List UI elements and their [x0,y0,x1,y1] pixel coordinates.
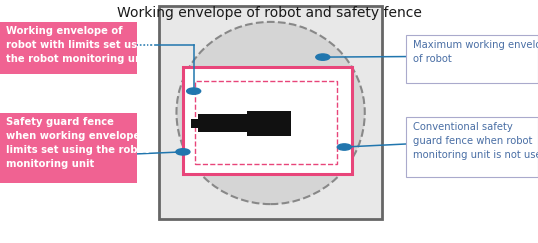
Bar [247,111,291,136]
Bar [0,22,137,74]
Circle shape [176,149,190,155]
Circle shape [187,88,201,94]
Bar [0,113,137,183]
Ellipse shape [176,22,365,204]
Bar [159,6,382,219]
Bar [406,117,538,177]
Bar [195,81,337,164]
Text: Maximum working envelope
of robot: Maximum working envelope of robot [413,40,538,64]
Circle shape [337,144,351,150]
Bar [198,114,249,132]
Text: Conventional safety
guard fence when robot
monitoring unit is not used: Conventional safety guard fence when rob… [413,122,538,159]
Bar [183,67,352,174]
Text: Safety guard fence
when working envelope
limits set using the robot
monitoring u: Safety guard fence when working envelope… [6,117,150,169]
Bar [191,119,199,128]
Text: Working envelope of
robot with limits set using
the robot monitoring unit: Working envelope of robot with limits se… [6,26,155,64]
Circle shape [316,54,330,60]
Text: Working envelope of robot and safety fence: Working envelope of robot and safety fen… [117,6,421,20]
Bar [406,35,538,83]
